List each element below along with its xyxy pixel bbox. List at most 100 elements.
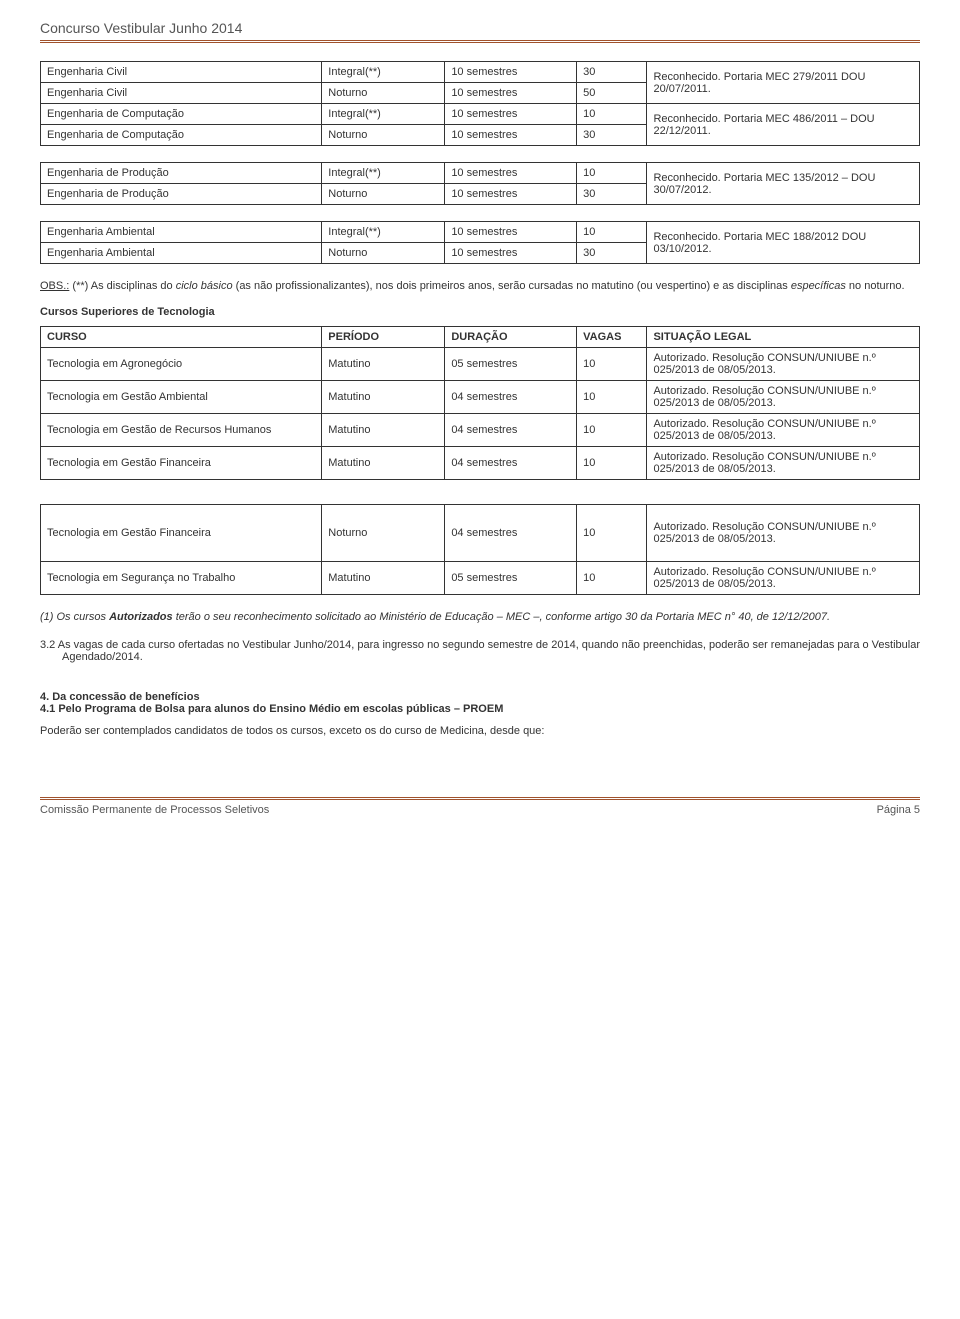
cell-curso: Engenharia Civil xyxy=(41,83,322,104)
cell-periodo: Matutino xyxy=(322,414,445,447)
cell-vagas: 10 xyxy=(577,348,647,381)
cell-duracao: 04 semestres xyxy=(445,414,577,447)
sec4-h: 4. Da concessão de benefícios xyxy=(40,691,200,703)
cell-curso: Engenharia de Produção xyxy=(41,163,322,184)
obs-italic-2: específicas xyxy=(791,280,846,292)
cell-vagas: 10 xyxy=(577,163,647,184)
col-header-curso: CURSO xyxy=(41,327,322,348)
cell-periodo: Integral(**) xyxy=(322,62,445,83)
cell-periodo: Matutino xyxy=(322,562,445,595)
table-row: Tecnologia em Gestão Financeira Noturno … xyxy=(41,505,920,562)
cell-duracao: 05 semestres xyxy=(445,348,577,381)
cell-periodo: Matutino xyxy=(322,381,445,414)
col-header-vagas: VAGAS xyxy=(577,327,647,348)
cell-curso: Tecnologia em Gestão Ambiental xyxy=(41,381,322,414)
col-header-situacao: SITUAÇÃO LEGAL xyxy=(647,327,920,348)
cell-duracao: 10 semestres xyxy=(445,222,577,243)
cell-duracao: 04 semestres xyxy=(445,505,577,562)
footer-right: Página 5 xyxy=(877,804,920,816)
section-tecnologia-title: Cursos Superiores de Tecnologia xyxy=(40,306,920,318)
table-row: Tecnologia em Agronegócio Matutino 05 se… xyxy=(41,348,920,381)
cell-situacao: Reconhecido. Portaria MEC 188/2012 DOU 0… xyxy=(647,222,920,264)
cell-periodo: Noturno xyxy=(322,125,445,146)
note-1: (1) Os cursos Autorizados terão o seu re… xyxy=(40,611,920,623)
table-row: Tecnologia em Segurança no Trabalho Matu… xyxy=(41,562,920,595)
cell-situacao: Autorizado. Resolução CONSUN/UNIUBE n.º … xyxy=(647,562,920,595)
cell-vagas: 10 xyxy=(577,414,647,447)
cell-periodo: Noturno xyxy=(322,243,445,264)
cell-situacao: Autorizado. Resolução CONSUN/UNIUBE n.º … xyxy=(647,381,920,414)
cell-periodo: Noturno xyxy=(322,83,445,104)
table-engenharia-3: Engenharia Ambiental Integral(**) 10 sem… xyxy=(40,221,920,264)
cell-curso: Engenharia de Produção xyxy=(41,184,322,205)
final-paragraph: Poderão ser contemplados candidatos de t… xyxy=(40,725,920,737)
page-header: Concurso Vestibular Junho 2014 xyxy=(40,20,920,43)
table-row: Tecnologia em Gestão Ambiental Matutino … xyxy=(41,381,920,414)
note-1-a: (1) Os cursos xyxy=(40,611,109,623)
cell-situacao: Reconhecido. Portaria MEC 486/2011 – DOU… xyxy=(647,104,920,146)
cell-vagas: 10 xyxy=(577,505,647,562)
page-footer: Comissão Permanente de Processos Seletiv… xyxy=(40,797,920,816)
obs-text-2: (as não profissionalizantes), nos dois p… xyxy=(233,280,791,292)
cell-curso: Engenharia de Computação xyxy=(41,104,322,125)
cell-vagas: 10 xyxy=(577,562,647,595)
cell-vagas: 10 xyxy=(577,104,647,125)
cell-situacao: Reconhecido. Portaria MEC 279/2011 DOU 2… xyxy=(647,62,920,104)
table-row: Tecnologia em Gestão Financeira Matutino… xyxy=(41,447,920,480)
cell-curso: Engenharia Civil xyxy=(41,62,322,83)
cell-duracao: 10 semestres xyxy=(445,104,577,125)
cell-curso: Tecnologia em Gestão de Recursos Humanos xyxy=(41,414,322,447)
cell-duracao: 04 semestres xyxy=(445,381,577,414)
cell-periodo: Noturno xyxy=(322,184,445,205)
table-engenharia-2: Engenharia de Produção Integral(**) 10 s… xyxy=(40,162,920,205)
note-1-c: terão o seu reconhecimento solicitado ao… xyxy=(173,611,830,623)
cell-curso: Tecnologia em Segurança no Trabalho xyxy=(41,562,322,595)
table-tecnologia-1: CURSO PERÍODO DURAÇÃO VAGAS SITUAÇÃO LEG… xyxy=(40,326,920,480)
sec4-sub: 4.1 Pelo Programa de Bolsa para alunos d… xyxy=(40,703,503,715)
cell-periodo: Matutino xyxy=(322,447,445,480)
obs-paragraph: OBS.: (**) As disciplinas do ciclo básic… xyxy=(40,280,920,292)
cell-situacao: Autorizado. Resolução CONSUN/UNIUBE n.º … xyxy=(647,348,920,381)
cell-curso: Tecnologia em Agronegócio xyxy=(41,348,322,381)
cell-situacao: Autorizado. Resolução CONSUN/UNIUBE n.º … xyxy=(647,447,920,480)
cell-curso: Engenharia Ambiental xyxy=(41,222,322,243)
cell-situacao: Autorizado. Resolução CONSUN/UNIUBE n.º … xyxy=(647,505,920,562)
table-tecnologia-2: Tecnologia em Gestão Financeira Noturno … xyxy=(40,504,920,595)
cell-vagas: 30 xyxy=(577,125,647,146)
cell-periodo: Integral(**) xyxy=(322,222,445,243)
cell-duracao: 04 semestres xyxy=(445,447,577,480)
cell-curso: Tecnologia em Gestão Financeira xyxy=(41,505,322,562)
cell-vagas: 30 xyxy=(577,62,647,83)
obs-label: OBS.: xyxy=(40,280,69,292)
cell-duracao: 10 semestres xyxy=(445,125,577,146)
cell-vagas: 30 xyxy=(577,184,647,205)
cell-curso: Engenharia Ambiental xyxy=(41,243,322,264)
obs-text-1: (**) As disciplinas do xyxy=(69,280,175,292)
cell-periodo: Integral(**) xyxy=(322,163,445,184)
cell-duracao: 10 semestres xyxy=(445,243,577,264)
table-row: Tecnologia em Gestão de Recursos Humanos… xyxy=(41,414,920,447)
cell-situacao: Reconhecido. Portaria MEC 135/2012 – DOU… xyxy=(647,163,920,205)
cell-curso: Engenharia de Computação xyxy=(41,125,322,146)
cell-duracao: 10 semestres xyxy=(445,83,577,104)
cell-duracao: 05 semestres xyxy=(445,562,577,595)
cell-duracao: 10 semestres xyxy=(445,62,577,83)
obs-italic-1: ciclo básico xyxy=(176,280,233,292)
cell-vagas: 10 xyxy=(577,222,647,243)
col-header-duracao: DURAÇÃO xyxy=(445,327,577,348)
cell-vagas: 30 xyxy=(577,243,647,264)
cell-periodo: Noturno xyxy=(322,505,445,562)
footer-left: Comissão Permanente de Processos Seletiv… xyxy=(40,804,269,816)
obs-text-3: no noturno. xyxy=(846,280,905,292)
cell-situacao: Autorizado. Resolução CONSUN/UNIUBE n.º … xyxy=(647,414,920,447)
note-3-2: 3.2 As vagas de cada curso ofertadas no … xyxy=(62,639,920,663)
cell-vagas: 50 xyxy=(577,83,647,104)
cell-periodo: Matutino xyxy=(322,348,445,381)
cell-curso: Tecnologia em Gestão Financeira xyxy=(41,447,322,480)
cell-vagas: 10 xyxy=(577,381,647,414)
cell-vagas: 10 xyxy=(577,447,647,480)
sec4-heading: 4. Da concessão de benefícios 4.1 Pelo P… xyxy=(40,691,920,715)
table-engenharia-1: Engenharia Civil Integral(**) 10 semestr… xyxy=(40,61,920,146)
cell-periodo: Integral(**) xyxy=(322,104,445,125)
note-1-bold: Autorizados xyxy=(109,611,173,623)
